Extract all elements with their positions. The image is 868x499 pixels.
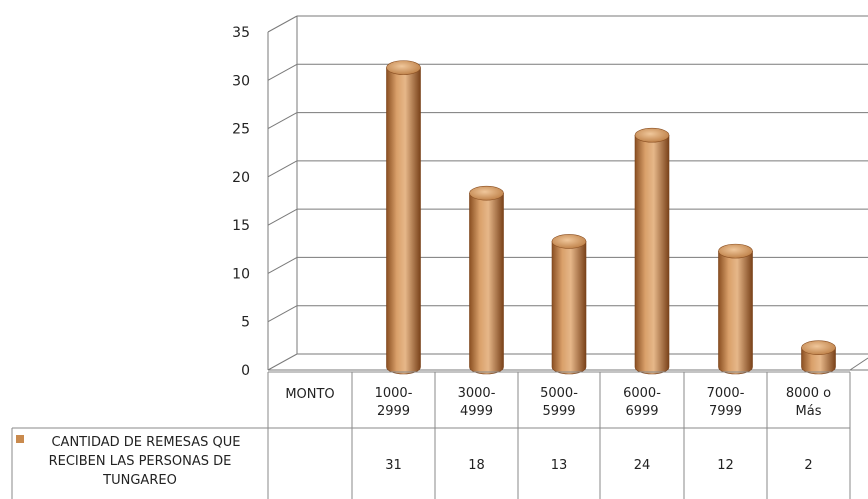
gridline-side (267, 112, 298, 130)
bar-8000-oMás (801, 347, 836, 375)
gridline-side (267, 353, 298, 371)
floor-right-edge (849, 357, 868, 371)
y-tick-label: 20 (232, 170, 250, 186)
category-label: 7000-7999 (707, 386, 745, 419)
gridline-side (267, 208, 298, 226)
gridline-side (267, 15, 298, 33)
data-value-label: 13 (551, 458, 568, 473)
bar-top (469, 185, 504, 201)
gridline-side (267, 256, 298, 274)
category-label: 3000-4999 (458, 386, 496, 419)
y-tick-label: 25 (232, 122, 250, 138)
bar-3000-4999 (469, 192, 504, 375)
data-table: MONTO 1000-2999 31 3000-4999 18 5000-5999 13 60… (11, 371, 851, 499)
y-axis-ticks: 0 5 10 15 20 25 30 35 (232, 25, 250, 379)
data-value-label: 31 (385, 458, 402, 473)
bar-top (801, 340, 836, 355)
bar-top (634, 127, 670, 143)
category-label: 6000-6999 (623, 386, 661, 419)
category-label: 1000-2999 (375, 386, 413, 419)
bar-1000-2999 (386, 67, 421, 375)
data-value-label: 2 (804, 458, 812, 473)
y-tick-label: 30 (232, 73, 250, 89)
y-tick-label: 15 (232, 218, 250, 234)
category-label: 8000 o Más (786, 386, 831, 419)
gridline-side (267, 305, 298, 323)
y-tick-label: 5 (241, 315, 250, 331)
y-tick-label: 0 (241, 363, 250, 379)
bar-top (718, 243, 753, 259)
legend-swatch (16, 435, 24, 443)
data-value-label: 18 (468, 458, 485, 473)
y-tick-label: 35 (232, 25, 250, 41)
header-label: MONTO (285, 387, 334, 402)
data-value-label: 12 (717, 458, 734, 473)
gridline-side (267, 160, 298, 178)
bar-5000-5999 (551, 241, 587, 375)
legend-label: CANTIDAD DE REMESAS QUE RECIBEN LAS PERSO… (49, 435, 241, 488)
bar-7000-7999 (718, 250, 753, 375)
category-label: 5000-5999 (540, 386, 578, 419)
bar-top (386, 60, 421, 75)
data-value-label: 24 (634, 458, 651, 473)
bar-top (551, 234, 587, 249)
gridline-side (267, 63, 298, 81)
bars (386, 60, 836, 375)
y-tick-label: 10 (232, 266, 250, 282)
bar-6000-6999 (634, 134, 670, 375)
